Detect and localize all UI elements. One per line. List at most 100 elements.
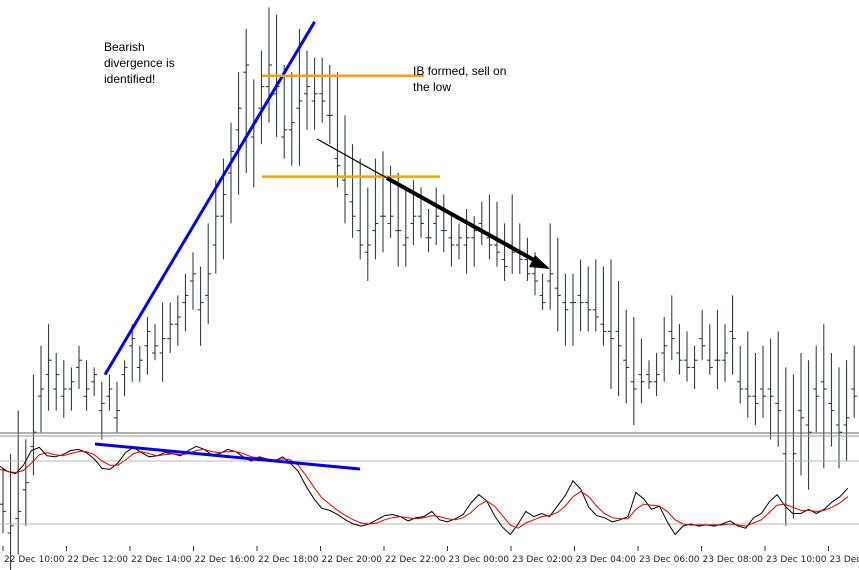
price-bar <box>570 273 576 346</box>
price-bar <box>775 331 782 447</box>
price-bar <box>182 273 189 332</box>
inside-bar-annotation: IB formed, sell on the low <box>413 64 507 94</box>
price-bar <box>326 65 333 145</box>
price-bar <box>281 65 288 159</box>
price-bar <box>129 324 136 382</box>
price-bar <box>805 360 812 490</box>
price-bar <box>676 324 683 375</box>
price-bar <box>562 273 569 346</box>
price-bar <box>722 324 728 382</box>
time-tick-label: 22 Dec 16:00 <box>195 555 256 565</box>
price-bar <box>91 367 98 397</box>
price-bar <box>53 353 60 411</box>
price-bar <box>798 353 804 476</box>
price-bar <box>228 122 234 224</box>
price-overlays <box>103 21 550 376</box>
price-bar <box>615 281 622 397</box>
price-bar <box>608 259 614 389</box>
price-bar <box>266 7 272 123</box>
time-tick-label: 23 Dec 08:00 <box>703 555 764 565</box>
price-bar <box>342 115 348 224</box>
price-bar <box>68 367 75 411</box>
price-bar <box>121 360 128 397</box>
price-bar <box>737 345 744 404</box>
price-bar <box>372 158 379 260</box>
price-bar <box>661 317 668 382</box>
price-bar <box>7 453 14 570</box>
price-bar <box>813 345 820 433</box>
price-bar <box>425 209 432 253</box>
price-bar <box>585 266 592 332</box>
price-bar <box>205 223 212 325</box>
price-bar <box>22 439 29 526</box>
price-bar <box>174 295 181 346</box>
time-tick-label: 22 Dec 22:00 <box>385 555 446 565</box>
price-bar <box>152 324 158 361</box>
price-bars <box>0 7 859 570</box>
oscillator-pane <box>0 442 859 536</box>
price-bar <box>509 194 516 274</box>
price-bar <box>258 50 265 145</box>
price-bar <box>836 367 842 469</box>
price-bar <box>296 29 303 166</box>
sell-arrow-head <box>529 255 550 269</box>
price-bar <box>114 381 120 433</box>
time-tick-label: 23 Dec 04:00 <box>576 555 637 565</box>
price-bar <box>106 374 113 411</box>
time-tick-label: 23 Dec 02:00 <box>512 555 573 565</box>
price-bar <box>653 353 660 397</box>
time-axis: 22 Dec 10:00 22 Dec 12:00 22 Dec 14:00 22 D… <box>2 546 859 565</box>
price-bar <box>478 201 485 245</box>
price-bar <box>288 72 295 166</box>
price-bar <box>167 302 174 353</box>
price-bar <box>440 194 447 253</box>
price-bar <box>402 187 409 267</box>
price-trendline <box>103 21 316 376</box>
price-bar <box>524 237 531 281</box>
time-tick-label: 22 Dec 14:00 <box>131 555 192 565</box>
oscillator-signal-line <box>0 448 849 529</box>
price-bar <box>638 338 645 404</box>
price-bar <box>684 331 690 382</box>
price-bar <box>76 345 82 389</box>
time-tick-label: 23 Dec 12 <box>830 555 859 565</box>
price-bar <box>235 72 242 195</box>
sell-arrow-tail <box>316 138 388 179</box>
price-bar <box>319 57 326 123</box>
price-bar <box>539 273 546 310</box>
time-tick-label: 22 Dec 10:00 <box>4 555 65 565</box>
price-bar <box>83 360 90 411</box>
time-tick-label: 23 Dec 00:00 <box>449 555 510 565</box>
price-bar <box>243 29 250 173</box>
price-bar <box>0 468 6 533</box>
price-bar <box>600 266 607 346</box>
price-bar <box>790 374 797 519</box>
time-tick-label: 22 Dec 18:00 <box>258 555 319 565</box>
time-tick-label: 22 Dec 20:00 <box>322 555 383 565</box>
price-bar <box>668 295 675 361</box>
price-bar <box>699 309 706 361</box>
price-bar <box>190 252 196 310</box>
price-bar <box>304 50 310 130</box>
time-tick-label: 22 Dec 12:00 <box>68 555 129 565</box>
price-bar <box>623 309 630 404</box>
time-tick-label: 23 Dec 10:00 <box>766 555 827 565</box>
price-bar <box>448 216 455 267</box>
price-bar <box>494 201 500 267</box>
price-bar <box>395 173 402 267</box>
price-bar <box>767 338 774 440</box>
price-bar <box>334 72 341 188</box>
price-bar <box>577 259 584 332</box>
price-bar <box>433 187 440 245</box>
price-bar <box>311 57 318 130</box>
price-bar <box>45 324 52 411</box>
price-bar <box>501 223 508 281</box>
price-bar <box>592 259 599 332</box>
price-bar <box>691 345 698 389</box>
price-bar <box>820 324 827 469</box>
price-bar <box>752 353 759 425</box>
price-bar <box>159 302 166 382</box>
price-bar <box>15 410 22 555</box>
price-bar <box>516 223 523 274</box>
